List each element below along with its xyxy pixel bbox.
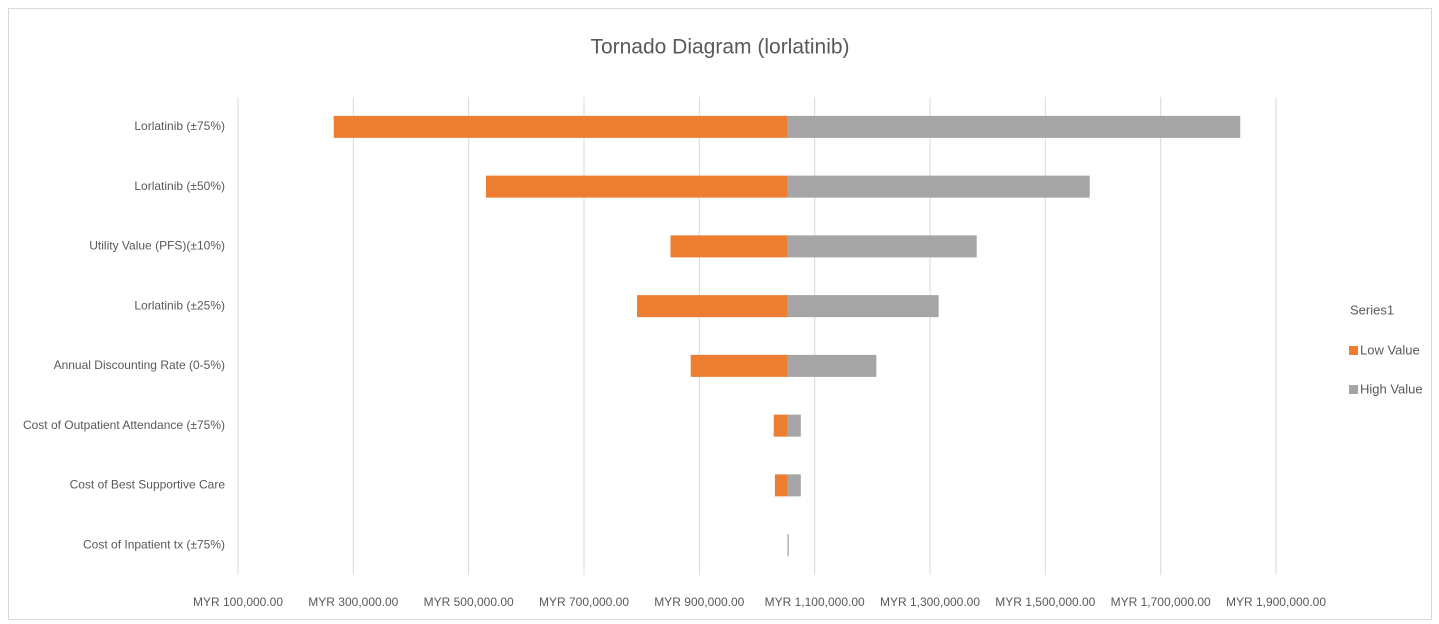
legend-swatch [1349, 346, 1358, 355]
x-tick-label: MYR 1,900,000.00 [1226, 595, 1326, 609]
x-tick-label: MYR 700,000.00 [539, 595, 629, 609]
bar [787, 235, 977, 258]
x-tick-label: MYR 300,000.00 [308, 595, 398, 609]
x-tick-label: MYR 900,000.00 [654, 595, 744, 609]
legend-swatch [1349, 385, 1358, 394]
bar [774, 474, 788, 497]
bar [787, 414, 801, 437]
bar [773, 414, 788, 437]
bar [787, 115, 1241, 138]
bar [333, 115, 788, 138]
x-tick-label: MYR 500,000.00 [424, 595, 514, 609]
x-tick-label: MYR 1,100,000.00 [765, 595, 865, 609]
x-tick-label: MYR 1,500,000.00 [995, 595, 1095, 609]
bar [690, 354, 788, 377]
legend-label: High Value [1360, 381, 1423, 396]
bar [787, 175, 1090, 198]
bar [485, 175, 788, 198]
y-tick-label: Cost of Best Supportive Care [70, 478, 226, 492]
y-tick-label: Cost of Outpatient Attendance (±75%) [23, 418, 225, 432]
y-tick-label: Cost of Inpatient tx (±75%) [83, 537, 225, 551]
x-tick-label: MYR 100,000.00 [193, 595, 283, 609]
bar [670, 235, 788, 258]
y-tick-label: Annual Discounting Rate (0-5%) [54, 358, 225, 372]
x-tick-label: MYR 1,700,000.00 [1111, 595, 1211, 609]
y-tick-label: Lorlatinib (±75%) [134, 119, 225, 133]
y-tick-label: Lorlatinib (±25%) [134, 298, 225, 312]
y-tick-label: Lorlatinib (±50%) [134, 179, 225, 193]
x-tick-label: MYR 1,300,000.00 [880, 595, 980, 609]
y-tick-label: Utility Value (PFS)(±10%) [89, 239, 225, 253]
bar [787, 474, 801, 497]
bar [787, 354, 877, 377]
bar [787, 534, 789, 557]
bar [787, 295, 939, 318]
chart-title: Tornado Diagram (lorlatinib) [590, 36, 849, 59]
bar [637, 295, 788, 318]
legend-title: Series1 [1350, 302, 1394, 317]
legend-label: Low Value [1360, 342, 1420, 357]
